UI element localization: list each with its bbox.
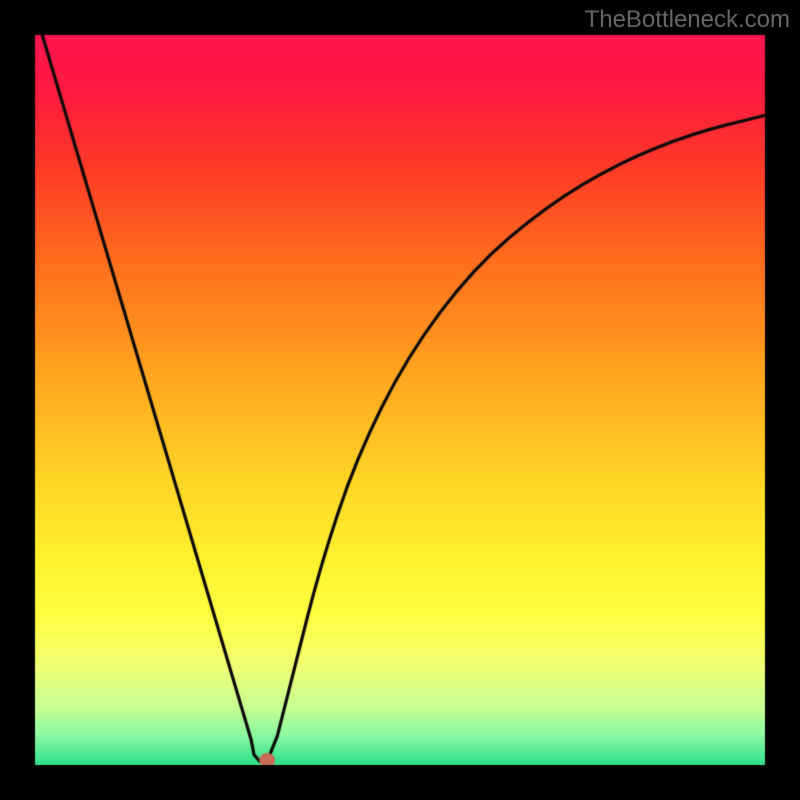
watermark-label: TheBottleneck.com — [585, 6, 790, 34]
chart-wrapper: TheBottleneck.com — [0, 0, 800, 800]
bottleneck-chart-canvas — [0, 0, 800, 800]
